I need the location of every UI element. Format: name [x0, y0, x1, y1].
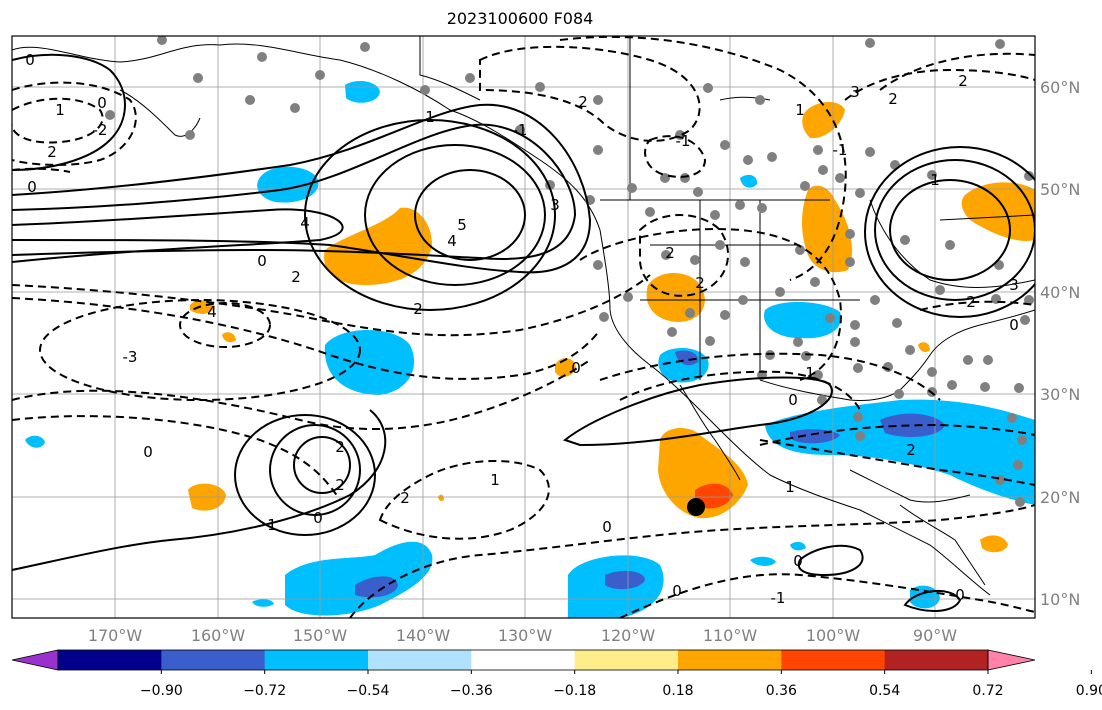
storm-center-marker [687, 498, 705, 516]
contour-label: 0 [788, 391, 798, 409]
lat-label: 10°N [1040, 590, 1080, 609]
contour-label: 1 [55, 101, 65, 119]
contour-label: 3 [850, 83, 860, 101]
contour-label: 1 [805, 364, 815, 382]
lat-label: 20°N [1040, 488, 1080, 507]
contour-label: 2 [888, 90, 898, 108]
contour-label: 2 [47, 143, 57, 161]
contour-label: 4 [300, 214, 310, 232]
lon-label: 110°W [703, 626, 758, 645]
lon-label: 130°W [498, 626, 553, 645]
contour-label: 2 [400, 489, 410, 507]
colorbar-tick-label: −0.18 [553, 683, 596, 699]
colorbar-segment [678, 650, 782, 670]
contour-label: 2 [335, 438, 345, 456]
colorbar-tick-label: −0.90 [140, 683, 183, 699]
contour-label: 0 [143, 443, 153, 461]
colorbar-segment [471, 650, 576, 670]
colorbar-segment [574, 650, 679, 670]
contour-label: 0 [25, 51, 35, 69]
map-title: 2023100600 F084 [446, 9, 594, 28]
lon-label: 90°W [913, 626, 957, 645]
contour-label: 4 [207, 303, 217, 321]
contour-label: 2 [695, 274, 705, 292]
lon-label: 170°W [88, 626, 143, 645]
lat-label: 40°N [1040, 283, 1080, 302]
contour-label: 1 [490, 471, 500, 489]
colorbar-segment [58, 650, 162, 670]
lon-label: 120°W [601, 626, 656, 645]
contour-label: 0 [571, 359, 581, 377]
contour-label: 5 [457, 216, 467, 234]
colorbar-tick-label: 0.90 [1076, 683, 1102, 699]
colorbar-segment [781, 650, 886, 670]
contour-label: 0 [1009, 316, 1019, 334]
contour-label: 2 [578, 93, 588, 111]
lat-label: 50°N [1040, 180, 1080, 199]
contour-label: -1 [676, 132, 691, 150]
contour-label: 2 [413, 300, 423, 318]
colorbar-extend-min [11, 649, 59, 671]
lon-axis: 170°W 160°W 150°W 140°W 130°W 120°W 110°… [88, 626, 957, 645]
colorbar-segment [884, 650, 989, 670]
contour-label: 1 [795, 101, 805, 119]
contour-label: -3 [123, 348, 138, 366]
lon-label: 150°W [293, 626, 348, 645]
colorbar-tick-label: −0.54 [347, 683, 390, 699]
contour-label: 1 [785, 478, 795, 496]
colorbar-tick-label: −0.72 [243, 683, 286, 699]
negative-contours [12, 36, 1035, 618]
colorbar-tick-label: 0.72 [972, 683, 1003, 699]
colorbar-extend-max [987, 649, 1036, 671]
lat-axis: 60°N 50°N 40°N 30°N 20°N 10°N [1040, 78, 1080, 609]
contour-label: 0 [793, 552, 803, 570]
contour-label: 2 [665, 244, 675, 262]
lon-label: 100°W [806, 626, 861, 645]
contour-label: 3 [1009, 276, 1019, 294]
colorbar-tick-label: −0.36 [450, 683, 493, 699]
colorbar-tick-label: 0.18 [662, 683, 693, 699]
lat-label: 30°N [1040, 385, 1080, 404]
colorbar-segment [264, 650, 369, 670]
contour-label: 0 [97, 94, 107, 112]
contour-label: 0 [602, 518, 612, 536]
colorbar-segment [161, 650, 266, 670]
contour-label: 1 [930, 171, 940, 189]
colorbar-segment [368, 650, 472, 670]
lon-label: 140°W [396, 626, 451, 645]
contour-label: 4 [447, 232, 457, 250]
colorbar: −0.90 −0.72 −0.54 −0.36 −0.18 0.18 0.36 0.54 0.7… [11, 649, 1102, 699]
contour-label: 3 [550, 196, 560, 214]
positive-contours [12, 53, 1035, 612]
contour-label: -2 [93, 121, 108, 139]
contour-label: 0 [672, 582, 682, 600]
contour-label: 2 [291, 268, 301, 286]
contour-label: -1 [513, 121, 528, 139]
contour-label: 2 [906, 441, 916, 459]
contour-label: 0 [955, 586, 965, 604]
contour-label: 2 [958, 72, 968, 90]
contour-label: 0 [27, 178, 37, 196]
contour-label: 2 [335, 476, 345, 494]
contour-label: 2 [966, 293, 976, 311]
lon-label: 160°W [191, 626, 246, 645]
contour-label: -1 [833, 141, 848, 159]
contour-label: 0 [257, 252, 267, 270]
colorbar-tick-label: 0.54 [869, 683, 900, 699]
contour-label: -1 [771, 589, 786, 607]
colorbar-outline [57, 649, 989, 671]
graticule [12, 36, 1035, 618]
contour-label: 1 [425, 108, 435, 126]
lat-label: 60°N [1040, 78, 1080, 97]
coastlines [12, 36, 1035, 596]
colorbar-tick-label: 0.36 [766, 683, 797, 699]
contour-label: 1 [267, 516, 277, 534]
contour-label: 0 [313, 509, 323, 527]
